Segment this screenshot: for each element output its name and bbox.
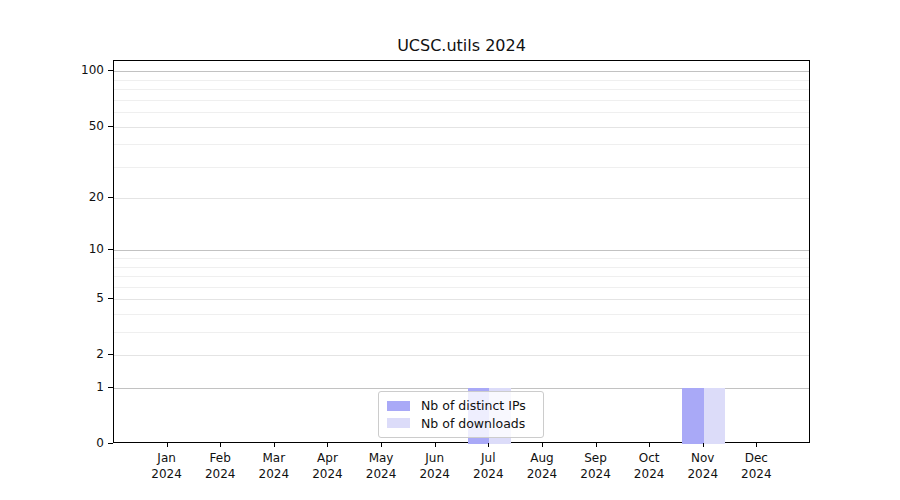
- gridline-y-90: [114, 80, 809, 81]
- y-tick-mark-10: [108, 249, 113, 250]
- x-tick-label-apr: Apr2024: [299, 450, 355, 482]
- x-tick-mark-apr: [327, 443, 328, 447]
- gridline-y-6: [114, 287, 809, 288]
- x-tick-mark-feb: [220, 443, 221, 447]
- y-tick-label-1: 1: [64, 380, 104, 394]
- y-tick-mark-20: [108, 197, 113, 198]
- x-tick-label-nov: Nov2024: [675, 450, 731, 482]
- gridline-y-4: [114, 314, 809, 315]
- bar-nov-downloads: [704, 388, 725, 444]
- x-tick-label-oct: Oct2024: [621, 450, 677, 482]
- legend-label-distinct-ips: Nb of distinct IPs: [421, 398, 526, 413]
- legend-swatch-distinct-ips: [387, 401, 410, 411]
- y-tick-mark-5: [108, 298, 113, 299]
- legend-item-downloads: Nb of downloads: [387, 416, 535, 431]
- gridline-y-80: [114, 89, 809, 90]
- y-tick-label-5: 5: [64, 291, 104, 305]
- gridline-y-2: [114, 355, 809, 356]
- x-tick-label-may: May2024: [353, 450, 409, 482]
- plot-area: [113, 60, 810, 443]
- y-tick-label-20: 20: [64, 190, 104, 204]
- legend: Nb of distinct IPs Nb of downloads: [378, 391, 544, 438]
- gridline-y-50: [114, 127, 809, 128]
- x-tick-mark-mar: [274, 443, 275, 447]
- legend-swatch-downloads: [387, 418, 410, 428]
- chart-title: UCSC.utils 2024: [113, 36, 810, 55]
- y-tick-label-2: 2: [64, 347, 104, 361]
- gridline-y-20: [114, 198, 809, 199]
- legend-label-downloads: Nb of downloads: [421, 416, 525, 431]
- x-tick-label-feb: Feb2024: [192, 450, 248, 482]
- gridline-y-100: [114, 71, 809, 72]
- gridline-y-40: [114, 144, 809, 145]
- gridline-y-5: [114, 299, 809, 300]
- y-tick-mark-0: [108, 443, 113, 444]
- gridline-y-9: [114, 258, 809, 259]
- x-tick-label-jul: Jul2024: [460, 450, 516, 482]
- gridline-y-8: [114, 267, 809, 268]
- gridline-y-7: [114, 276, 809, 277]
- x-tick-mark-aug: [542, 443, 543, 447]
- gridline-y-10: [114, 250, 809, 251]
- x-tick-label-mar: Mar2024: [246, 450, 302, 482]
- y-tick-mark-100: [108, 70, 113, 71]
- bar-nov-distinct-ips: [682, 388, 703, 444]
- y-tick-label-100: 100: [64, 63, 104, 77]
- x-tick-mark-jul: [488, 443, 489, 447]
- y-tick-label-50: 50: [64, 119, 104, 133]
- x-tick-label-dec: Dec2024: [728, 450, 784, 482]
- x-tick-label-jun: Jun2024: [407, 450, 463, 482]
- gridline-y-3: [114, 332, 809, 333]
- x-tick-mark-may: [381, 443, 382, 447]
- x-tick-mark-jan: [167, 443, 168, 447]
- y-tick-label-0: 0: [64, 436, 104, 450]
- x-tick-mark-jun: [435, 443, 436, 447]
- y-tick-mark-50: [108, 126, 113, 127]
- y-tick-label-10: 10: [64, 242, 104, 256]
- x-tick-label-jan: Jan2024: [139, 450, 195, 482]
- x-tick-mark-oct: [649, 443, 650, 447]
- x-tick-label-sep: Sep2024: [568, 450, 624, 482]
- x-tick-label-aug: Aug2024: [514, 450, 570, 482]
- x-tick-mark-sep: [596, 443, 597, 447]
- gridline-y-70: [114, 100, 809, 101]
- y-tick-mark-1: [108, 387, 113, 388]
- gridline-y-30: [114, 167, 809, 168]
- x-tick-mark-nov: [703, 443, 704, 447]
- figure: UCSC.utils 2024 Nb of distinct IPs Nb of…: [0, 0, 900, 500]
- y-tick-mark-2: [108, 354, 113, 355]
- x-tick-mark-dec: [756, 443, 757, 447]
- legend-item-distinct-ips: Nb of distinct IPs: [387, 398, 535, 413]
- gridline-y-60: [114, 112, 809, 113]
